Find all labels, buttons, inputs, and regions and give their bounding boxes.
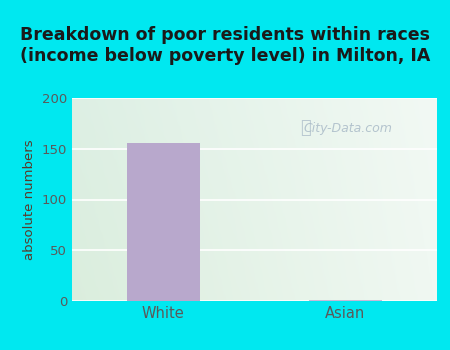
- Text: Breakdown of poor residents within races
(income below poverty level) in Milton,: Breakdown of poor residents within races…: [20, 26, 430, 65]
- Bar: [127, 143, 199, 301]
- Text: ⦿: ⦿: [300, 119, 310, 138]
- Y-axis label: absolute numbers: absolute numbers: [23, 139, 36, 260]
- Text: City-Data.com: City-Data.com: [304, 122, 393, 135]
- Bar: [309, 300, 382, 301]
